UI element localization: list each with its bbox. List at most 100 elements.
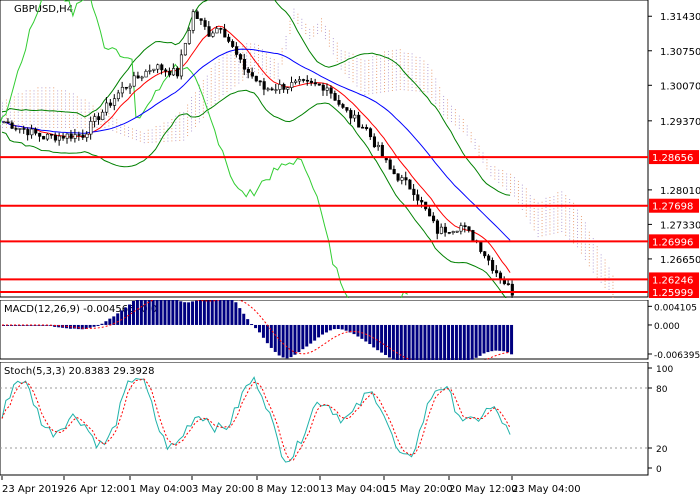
cloud-dot: [25, 90, 27, 92]
macd-histogram-bar: [96, 324, 100, 326]
cloud-dot: [29, 99, 31, 101]
cloud-dot: [321, 30, 323, 32]
macd-histogram-bar: [238, 308, 242, 325]
cloud-dot: [214, 69, 216, 71]
price-chart-canvas[interactable]: GBPUSD,H4 1.314301.307501.300701.293701.…: [0, 0, 700, 324]
cloud-dot: [569, 220, 571, 222]
cloud-dot: [5, 108, 7, 110]
cloud-dot: [234, 51, 236, 53]
cloud-dot: [135, 129, 137, 131]
macd-histogram-bar: [462, 324, 466, 364]
macd-histogram-bar: [289, 324, 293, 358]
cloud-dot: [261, 58, 263, 60]
cloud-dot: [391, 56, 393, 58]
cloud-dot: [238, 82, 240, 84]
cloud-dot: [584, 243, 586, 245]
cloud-dot: [96, 123, 98, 125]
cloud-dot: [612, 281, 614, 283]
cloud-dot: [474, 148, 476, 150]
macd-histogram-bar: [120, 310, 124, 325]
cloud-dot: [222, 69, 224, 71]
cloud-dot: [352, 72, 354, 74]
cloud-dot: [246, 55, 248, 57]
cloud-dot: [321, 24, 323, 26]
cloud-dot: [29, 90, 31, 92]
cloud-dot: [143, 136, 145, 138]
cloud-dot: [33, 117, 35, 119]
cloud-dot: [254, 55, 256, 57]
cloud-dot: [80, 105, 82, 107]
cloud-dot: [2, 108, 3, 110]
cloud-dot: [573, 211, 575, 213]
cloud-dot: [33, 99, 35, 101]
cloud-dot: [384, 78, 386, 80]
candle-body: [140, 76, 144, 79]
candle-body: [487, 255, 491, 261]
cloud-dot: [21, 93, 23, 95]
cloud-dot: [533, 220, 535, 222]
cloud-dot: [569, 229, 571, 231]
cloud-dot: [285, 42, 287, 44]
cloud-dot: [57, 120, 59, 122]
cloud-dot: [9, 120, 11, 122]
cloud-dot: [218, 92, 220, 94]
cloud-dot: [502, 176, 504, 178]
cloud-dot: [478, 154, 480, 156]
cloud-dot: [76, 99, 78, 101]
cloud-dot: [25, 117, 27, 119]
cloud-dot: [293, 8, 295, 10]
cloud-dot: [309, 38, 311, 40]
candle-body: [333, 93, 337, 101]
cloud-dot: [545, 228, 547, 230]
cloud-dot: [557, 198, 559, 200]
cloud-dot: [545, 197, 547, 199]
cloud-dot: [592, 265, 594, 267]
cloud-dot: [384, 81, 386, 83]
macd-histogram-bar: [407, 324, 411, 366]
time-tick-label: 8 May 12:00: [257, 484, 319, 495]
macd-histogram-bar: [246, 319, 250, 325]
cloud-dot: [352, 81, 354, 83]
cloud-dot: [49, 108, 51, 110]
cloud-dot: [76, 105, 78, 107]
main-price-chart[interactable]: GBPUSD,H4 1.31430 1.30750 1.30070 1.29370 1.…: [0, 0, 700, 324]
cloud-dot: [399, 82, 401, 84]
cloud-dot: [395, 68, 397, 70]
cloud-dot: [419, 69, 421, 71]
cloud-dot: [403, 64, 405, 66]
cloud-dot: [588, 243, 590, 245]
cloud-dot: [222, 93, 224, 95]
macd-pane[interactable]: MACD(12,26,9) -0.004565 -0.0 0.004105 0.0…: [0, 293, 700, 370]
cloud-dot: [254, 58, 256, 60]
cloud-dot: [37, 102, 39, 104]
cloud-dot: [407, 86, 409, 88]
cloud-dot: [202, 83, 204, 85]
cloud-dot: [269, 67, 271, 69]
macd-histogram-bar: [53, 324, 57, 327]
cloud-dot: [584, 249, 586, 251]
cloud-dot: [565, 213, 567, 215]
cloud-dot: [332, 47, 334, 49]
cloud-dot: [395, 74, 397, 76]
cloud-dot: [250, 58, 252, 60]
cloud-dot: [202, 101, 204, 103]
cloud-dot: [234, 76, 236, 78]
cloud-dot: [340, 65, 342, 67]
cloud-dot: [33, 90, 35, 92]
cloud-dot: [218, 95, 220, 97]
cloud-dot: [194, 119, 196, 121]
cloud-dot: [423, 63, 425, 65]
cloud-dot: [431, 91, 433, 93]
cloud-dot: [553, 232, 555, 234]
cloud-dot: [21, 102, 23, 104]
candle-body: [471, 230, 475, 241]
candle-body: [231, 41, 235, 47]
cloud-dot: [49, 114, 51, 116]
cloud-dot: [183, 121, 185, 123]
cloud-dot: [210, 101, 212, 103]
macd-canvas[interactable]: MACD(12,26,9) -0.004565 -0.0 0.0041050.0…: [0, 293, 700, 370]
macd-histogram-bar: [194, 300, 198, 325]
stochastic-pane[interactable]: Stoch(5,3,3) 20.8383 29.3928 100 80 20 0: [0, 361, 700, 476]
cloud-dot: [356, 67, 358, 69]
